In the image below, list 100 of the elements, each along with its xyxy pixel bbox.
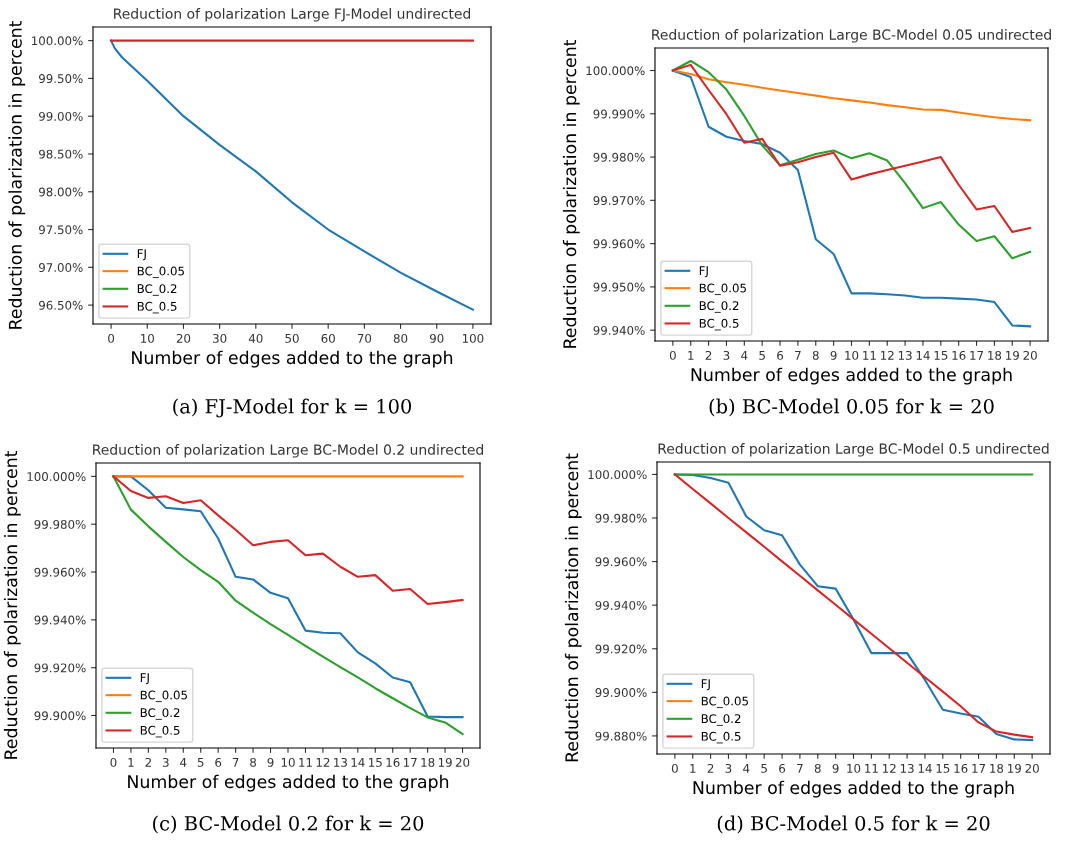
y-tick-label: 99.960% — [34, 567, 86, 577]
x-tick-label: 13 — [900, 763, 914, 773]
x-tick-label: 5 — [761, 764, 767, 773]
x-tick-label: 3 — [162, 757, 169, 767]
y-tick-label: 99.950% — [593, 282, 645, 292]
legend-label: BC_0.2 — [137, 284, 177, 296]
legend-label: BC_0.05 — [137, 266, 184, 279]
y-axis-title: Reduction of polarization in percent — [8, 20, 26, 329]
x-tick-label: 19 — [1006, 350, 1019, 360]
chart-title: Reduction of polarization Large BC-Model 0.5 undirected — [658, 443, 1049, 457]
x-tick-label: 1 — [128, 758, 134, 767]
y-tick-label: 99.980% — [593, 152, 645, 162]
y-tick-label: 100.000% — [588, 470, 647, 480]
y-axis-title: Reduction of polarization in percent — [564, 453, 582, 762]
legend-label: BC_0.5 — [137, 301, 177, 314]
x-tick-label: 70 — [357, 333, 372, 343]
y-tick-label: 99.940% — [34, 615, 86, 625]
x-axis-title: Number of edges added to the graph — [132, 350, 453, 368]
x-tick-label: 40 — [248, 333, 263, 343]
legend-label: FJ — [701, 679, 710, 691]
x-tick-label: 1 — [690, 764, 696, 773]
x-axis-title: Number of edges added to the graph — [693, 780, 1014, 798]
y-tick-label: 100.000% — [27, 472, 86, 482]
y-tick-label: 97.00% — [39, 263, 83, 272]
y-tick-label: 99.00% — [39, 111, 83, 121]
x-tick-label: 10 — [845, 350, 859, 360]
x-tick-label: 60 — [321, 333, 335, 343]
x-tick-label: 7 — [797, 764, 803, 773]
chart-title: Reduction of polarization Large FJ-Model undirected — [114, 8, 471, 22]
x-tick-label: 0 — [108, 333, 115, 343]
y-tick-label: 99.50% — [39, 74, 83, 84]
x-tick-label: 4 — [180, 758, 187, 767]
x-tick-label: 5 — [759, 351, 765, 360]
legend-label: BC_0.05 — [701, 696, 748, 709]
x-tick-label: 90 — [429, 333, 444, 343]
legend-label: BC_0.2 — [699, 301, 739, 313]
x-tick-label: 2 — [707, 763, 714, 773]
x-tick-label: 16 — [952, 350, 966, 360]
legend-label: BC_0.5 — [699, 318, 739, 331]
x-tick-label: 7 — [795, 351, 801, 360]
x-tick-label: 13 — [334, 757, 347, 767]
legend-label: FJ — [137, 249, 146, 261]
x-tick-label: 19 — [1008, 763, 1021, 773]
x-tick-label: 18 — [990, 763, 1004, 773]
x-tick-label: 3 — [725, 763, 732, 773]
y-tick-label: 99.940% — [593, 325, 645, 335]
x-tick-label: 1 — [688, 351, 694, 360]
x-tick-label: 14 — [916, 351, 930, 360]
x-tick-label: 16 — [386, 757, 400, 767]
y-tick-label: 99.970% — [593, 196, 645, 205]
x-tick-label: 0 — [669, 350, 676, 360]
x-tick-label: 20 — [1025, 763, 1039, 773]
x-axis-title: Number of edges added to the graph — [691, 367, 1012, 385]
x-tick-label: 10 — [141, 333, 154, 343]
x-tick-label: 10 — [847, 763, 861, 773]
x-tick-label: 11 — [863, 351, 876, 360]
text: (d) BC-Model 0.5 for k = 20 — [717, 815, 990, 834]
x-tick-label: 14 — [351, 758, 365, 767]
x-tick-label: 20 — [176, 333, 191, 343]
x-tick-label: 15 — [936, 764, 950, 773]
legend-label: BC_0.2 — [140, 708, 180, 720]
x-tick-label: 0 — [671, 763, 678, 773]
y-tick-label: 98.50% — [39, 149, 83, 159]
line-series — [671, 69, 1032, 122]
x-tick-label: 9 — [830, 350, 837, 360]
x-tick-label: 4 — [743, 764, 750, 773]
x-axis-title: Number of edges added to the graph — [128, 774, 449, 792]
x-tick-label: 18 — [988, 350, 1002, 360]
x-tick-label: 13 — [898, 350, 912, 360]
x-tick-label: 30 — [213, 333, 227, 343]
x-tick-label: 19 — [438, 757, 452, 767]
x-tick-label: 10 — [281, 757, 295, 767]
legend-label: BC_0.2 — [701, 714, 741, 726]
x-tick-label: 11 — [865, 764, 878, 773]
y-tick-label: 99.920% — [595, 644, 647, 654]
line-series — [671, 63, 1032, 233]
x-tick-label: 9 — [832, 763, 839, 773]
chart-title: Reduction of polarization Large BC-Model 0.05 undirected — [652, 29, 1051, 43]
x-tick-label: 12 — [883, 763, 896, 773]
legend-label: BC_0.05 — [140, 690, 187, 703]
x-tick-label: 20 — [1023, 350, 1037, 360]
text: (c) BC-Model 0.2 for k = 20 — [153, 815, 424, 834]
y-axis-title: Reduction of polarization in percent — [3, 450, 21, 759]
x-tick-label: 2 — [145, 757, 151, 767]
text: (b) BC-Model 0.05 for k = 20 — [709, 398, 994, 417]
x-tick-label: 5 — [197, 758, 204, 767]
x-tick-label: 8 — [814, 763, 821, 773]
y-tick-label: 99.960% — [595, 557, 647, 567]
y-tick-label: 99.900% — [595, 688, 647, 697]
x-tick-label: 8 — [812, 350, 819, 360]
x-tick-label: 100 — [462, 333, 484, 343]
legend-label: BC_0.5 — [140, 725, 180, 738]
x-tick-label: 18 — [421, 757, 435, 767]
y-axis-title: Reduction of polarization in percent — [562, 39, 580, 348]
y-tick-label: 99.940% — [595, 600, 647, 610]
y-tick-label: 99.990% — [593, 109, 645, 119]
x-tick-label: 17 — [972, 764, 986, 773]
x-tick-label: 12 — [881, 350, 894, 360]
x-tick-label: 2 — [705, 350, 712, 360]
x-tick-label: 9 — [267, 757, 274, 767]
